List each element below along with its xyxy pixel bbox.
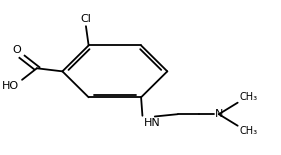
Text: CH₃: CH₃ xyxy=(239,126,257,137)
Text: HO: HO xyxy=(2,81,19,91)
Text: O: O xyxy=(13,45,22,55)
Text: N: N xyxy=(214,109,223,119)
Text: Cl: Cl xyxy=(80,14,91,24)
Text: CH₃: CH₃ xyxy=(239,92,257,102)
Text: HN: HN xyxy=(144,118,160,128)
